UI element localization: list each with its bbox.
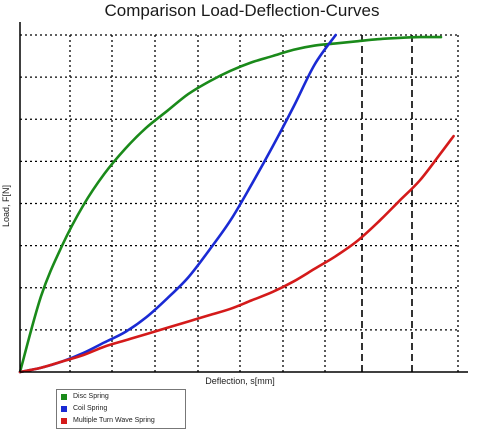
series-layer xyxy=(18,33,455,374)
legend-label: Multiple Turn Wave Spring xyxy=(73,417,155,424)
chart-title: Comparison Load-Deflection-Curves xyxy=(104,1,380,20)
legend-item-coil-spring: Coil Spring xyxy=(57,403,185,414)
y-axis-label: Load, F[N] xyxy=(1,184,11,228)
legend-swatch xyxy=(61,417,67,424)
legend-label: Disc Spring xyxy=(73,393,109,400)
series-line-multiple-turn-wave-spring xyxy=(18,134,455,374)
legend-item-multiple-turn-wave-spring: Multiple Turn Wave Spring xyxy=(57,415,185,426)
x-axis-label: Deflection, s[mm] xyxy=(205,376,275,386)
series-line-disc-spring xyxy=(18,35,443,374)
legend-label: Coil Spring xyxy=(73,405,108,412)
series-line-coil-spring xyxy=(18,33,338,374)
legend: Disc Spring Coil Spring Multiple Turn Wave… xyxy=(56,389,186,429)
legend-swatch xyxy=(61,405,67,412)
legend-swatch xyxy=(61,393,67,400)
legend-item-disc-spring: Disc Spring xyxy=(57,391,185,402)
axes-layer xyxy=(19,22,468,373)
grid-layer xyxy=(20,34,459,372)
